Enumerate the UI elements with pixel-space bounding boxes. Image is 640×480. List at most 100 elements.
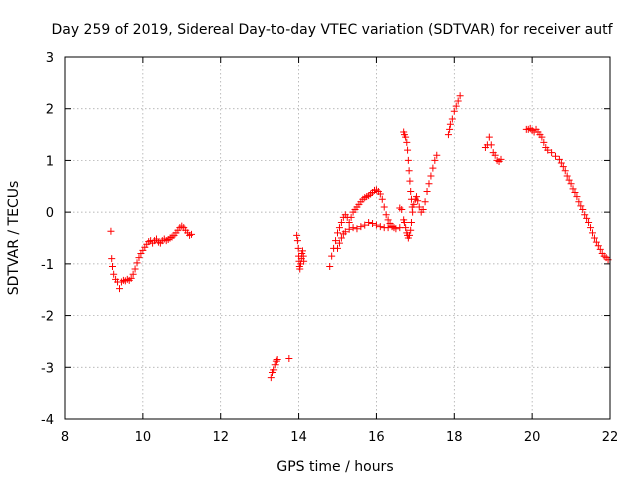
data-point bbox=[337, 234, 345, 242]
data-point bbox=[413, 193, 421, 201]
data-point bbox=[267, 374, 275, 382]
data-point bbox=[188, 230, 196, 238]
data-point bbox=[108, 255, 116, 263]
data-point bbox=[337, 218, 345, 226]
data-point bbox=[332, 237, 340, 245]
data-point bbox=[298, 247, 306, 255]
data-point bbox=[384, 224, 392, 232]
data-point bbox=[403, 138, 411, 146]
data-point bbox=[579, 206, 587, 214]
data-point bbox=[415, 203, 423, 211]
x-tick-label: 10 bbox=[135, 430, 152, 445]
chart-title: Day 259 of 2019, Sidereal Day-to-day VTE… bbox=[51, 22, 613, 38]
data-point bbox=[557, 159, 565, 167]
data-point bbox=[396, 204, 404, 212]
x-tick-label: 14 bbox=[290, 430, 307, 445]
y-tick-label: -4 bbox=[41, 413, 54, 428]
data-point bbox=[414, 197, 422, 205]
data-point bbox=[552, 152, 559, 160]
data-point bbox=[487, 141, 495, 149]
data-point bbox=[133, 259, 141, 267]
x-axis-label: GPS time / hours bbox=[276, 459, 393, 475]
data-point bbox=[400, 218, 408, 226]
data-point bbox=[407, 218, 415, 226]
data-point bbox=[349, 224, 357, 232]
data-point bbox=[296, 265, 304, 273]
x-tick-label: 18 bbox=[446, 430, 463, 445]
y-tick-label: -1 bbox=[41, 258, 54, 273]
data-point bbox=[405, 167, 413, 175]
data-point bbox=[538, 133, 546, 141]
data-point bbox=[376, 190, 384, 198]
data-point bbox=[382, 211, 390, 219]
data-point bbox=[569, 185, 577, 193]
data-point bbox=[433, 151, 441, 159]
data-point bbox=[406, 231, 414, 239]
y-tick-label: 3 bbox=[46, 51, 54, 66]
data-point bbox=[357, 223, 365, 231]
data-point bbox=[137, 250, 145, 258]
data-point bbox=[406, 177, 414, 185]
data-point bbox=[565, 176, 573, 184]
data-point bbox=[561, 167, 569, 175]
data-point bbox=[573, 193, 581, 201]
data-point bbox=[592, 238, 600, 246]
data-point bbox=[575, 198, 583, 206]
data-point bbox=[398, 206, 406, 214]
data-point bbox=[446, 120, 454, 128]
data-point bbox=[335, 224, 343, 232]
data-point bbox=[334, 244, 341, 252]
data-point bbox=[577, 202, 585, 210]
x-tick-label: 22 bbox=[602, 430, 619, 445]
data-point bbox=[380, 203, 388, 211]
data-point bbox=[365, 218, 373, 226]
data-point bbox=[361, 221, 369, 229]
data-point bbox=[273, 356, 281, 364]
data-point bbox=[326, 262, 334, 270]
data-point bbox=[369, 220, 377, 228]
data-point bbox=[429, 164, 437, 172]
data-point bbox=[152, 235, 160, 243]
data-point bbox=[129, 270, 137, 278]
data-point bbox=[272, 357, 280, 365]
plot-frame bbox=[64, 56, 611, 420]
y-tick-label: -2 bbox=[41, 310, 54, 325]
data-point bbox=[328, 252, 336, 260]
y-axis-label: SDTVAR / TECUs bbox=[6, 181, 22, 296]
data-point bbox=[446, 125, 454, 133]
data-point bbox=[563, 172, 571, 180]
data-point bbox=[456, 92, 464, 100]
data-point bbox=[581, 211, 589, 219]
data-point bbox=[583, 214, 591, 222]
x-tick-label: 16 bbox=[368, 430, 385, 445]
data-point bbox=[493, 156, 501, 164]
data-points bbox=[107, 92, 612, 382]
data-point bbox=[555, 155, 563, 163]
data-point bbox=[131, 265, 139, 273]
data-point bbox=[294, 244, 302, 252]
data-point bbox=[376, 223, 384, 231]
y-tick-label: 0 bbox=[46, 206, 54, 221]
data-point bbox=[410, 200, 418, 208]
grid bbox=[65, 57, 610, 419]
data-point bbox=[407, 187, 415, 195]
y-tick-label: 2 bbox=[46, 103, 54, 118]
data-point bbox=[588, 229, 596, 237]
data-point bbox=[585, 218, 593, 226]
data-point bbox=[540, 138, 548, 146]
data-point bbox=[485, 133, 493, 141]
data-point bbox=[404, 146, 412, 154]
data-point bbox=[594, 242, 602, 250]
data-point bbox=[107, 227, 115, 235]
data-point bbox=[384, 216, 392, 224]
data-point bbox=[345, 225, 353, 233]
data-point bbox=[396, 224, 404, 232]
data-point bbox=[407, 226, 415, 234]
data-point bbox=[293, 237, 301, 245]
data-point bbox=[567, 180, 575, 188]
data-point bbox=[341, 228, 349, 236]
data-point bbox=[347, 213, 355, 221]
data-point bbox=[300, 257, 308, 265]
